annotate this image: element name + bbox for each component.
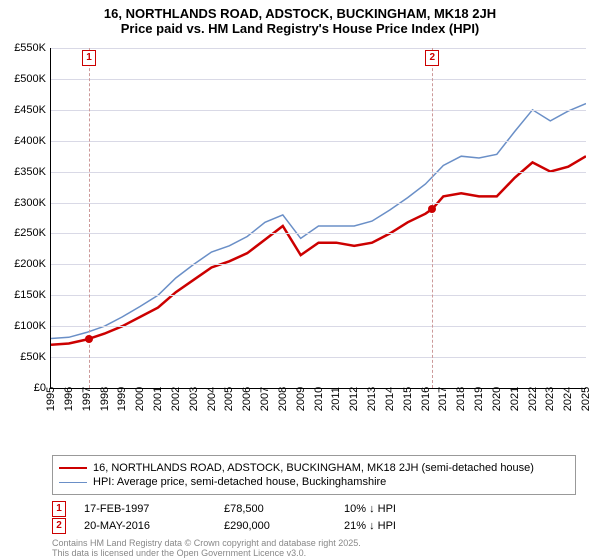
annotation-diff: 10% ↓ HPI xyxy=(344,503,444,515)
series-hpi xyxy=(51,104,586,339)
x-tick-label: 2020 xyxy=(491,387,503,411)
legend-swatch xyxy=(59,482,87,483)
legend-swatch xyxy=(59,467,87,469)
sale-marker-dot xyxy=(85,335,93,343)
x-tick-label: 2023 xyxy=(544,387,556,411)
x-tick-label: 2004 xyxy=(206,387,218,411)
y-tick-label: £300K xyxy=(14,197,46,209)
x-tick-label: 1999 xyxy=(116,387,128,411)
legend-text: 16, NORTHLANDS ROAD, ADSTOCK, BUCKINGHAM… xyxy=(93,462,534,474)
annotation-table: 1 17-FEB-1997£78,50010% ↓ HPI 2 20-MAY-2016… xyxy=(52,500,444,535)
legend-text: HPI: Average price, semi-detached house,… xyxy=(93,476,386,488)
x-tick-label: 2022 xyxy=(527,387,539,411)
annotation-price: £78,500 xyxy=(224,503,344,515)
x-tick-label: 2001 xyxy=(152,387,164,411)
series-price_paid xyxy=(51,156,586,345)
sale-marker-line xyxy=(432,48,433,388)
x-tick-label: 2014 xyxy=(384,387,396,411)
annotation-marker: 1 xyxy=(52,501,66,517)
gridline xyxy=(51,233,586,234)
x-tick-label: 2015 xyxy=(402,387,414,411)
x-tick-label: 2018 xyxy=(455,387,467,411)
legend: 16, NORTHLANDS ROAD, ADSTOCK, BUCKINGHAM… xyxy=(52,455,576,495)
x-tick-label: 2011 xyxy=(330,387,342,411)
gridline xyxy=(51,203,586,204)
title-line2: Price paid vs. HM Land Registry's House … xyxy=(0,21,600,36)
y-tick-label: £100K xyxy=(14,320,46,332)
y-tick-label: £550K xyxy=(14,42,46,54)
gridline xyxy=(51,79,586,80)
x-tick-label: 2017 xyxy=(437,387,449,411)
x-tick-label: 2005 xyxy=(223,387,235,411)
x-tick-label: 2019 xyxy=(473,387,485,411)
x-tick-label: 2024 xyxy=(562,387,574,411)
x-tick-label: 1996 xyxy=(63,387,75,411)
gridline xyxy=(51,110,586,111)
gridline xyxy=(51,295,586,296)
x-tick-label: 2007 xyxy=(259,387,271,411)
gridline xyxy=(51,326,586,327)
x-tick-label: 2008 xyxy=(277,387,289,411)
x-tick-label: 1995 xyxy=(45,387,57,411)
x-tick-label: 2025 xyxy=(580,387,592,411)
sale-marker-dot xyxy=(428,205,436,213)
chart-container: 16, NORTHLANDS ROAD, ADSTOCK, BUCKINGHAM… xyxy=(0,0,600,560)
y-tick-label: £50K xyxy=(20,351,46,363)
annotation-diff: 21% ↓ HPI xyxy=(344,520,444,532)
annotation-row: 1 17-FEB-1997£78,50010% ↓ HPI xyxy=(52,501,444,517)
legend-item: 16, NORTHLANDS ROAD, ADSTOCK, BUCKINGHAM… xyxy=(59,462,569,474)
legend-item: HPI: Average price, semi-detached house,… xyxy=(59,476,569,488)
y-tick-label: £250K xyxy=(14,227,46,239)
annotation-date: 20-MAY-2016 xyxy=(84,520,224,532)
y-tick-label: £400K xyxy=(14,135,46,147)
title-block: 16, NORTHLANDS ROAD, ADSTOCK, BUCKINGHAM… xyxy=(0,0,600,36)
y-tick-label: £450K xyxy=(14,104,46,116)
x-tick-label: 2021 xyxy=(509,387,521,411)
x-tick-label: 2002 xyxy=(170,387,182,411)
line-layer xyxy=(51,48,586,388)
x-tick-label: 2012 xyxy=(348,387,360,411)
x-tick-label: 2000 xyxy=(134,387,146,411)
x-tick-label: 1997 xyxy=(81,387,93,411)
copyright-line2: This data is licensed under the Open Gov… xyxy=(52,548,361,558)
plot: £0£50K£100K£150K£200K£250K£300K£350K£400… xyxy=(50,48,586,389)
sale-marker-label: 1 xyxy=(82,50,96,66)
gridline xyxy=(51,264,586,265)
annotation-row: 2 20-MAY-2016£290,00021% ↓ HPI xyxy=(52,518,444,534)
x-tick-label: 2010 xyxy=(313,387,325,411)
x-tick-label: 1998 xyxy=(99,387,111,411)
gridline xyxy=(51,141,586,142)
annotation-price: £290,000 xyxy=(224,520,344,532)
copyright-line1: Contains HM Land Registry data © Crown c… xyxy=(52,538,361,548)
x-tick-label: 2013 xyxy=(366,387,378,411)
title-line1: 16, NORTHLANDS ROAD, ADSTOCK, BUCKINGHAM… xyxy=(0,6,600,21)
gridline xyxy=(51,48,586,49)
x-tick-label: 2009 xyxy=(295,387,307,411)
gridline xyxy=(51,172,586,173)
gridline xyxy=(51,357,586,358)
y-tick-label: £500K xyxy=(14,73,46,85)
annotation-marker: 2 xyxy=(52,518,66,534)
y-tick-label: £150K xyxy=(14,289,46,301)
x-tick-label: 2016 xyxy=(420,387,432,411)
chart-area: £0£50K£100K£150K£200K£250K£300K£350K£400… xyxy=(50,48,585,418)
y-tick-label: £350K xyxy=(14,166,46,178)
annotation-date: 17-FEB-1997 xyxy=(84,503,224,515)
sale-marker-label: 2 xyxy=(425,50,439,66)
x-tick-label: 2006 xyxy=(241,387,253,411)
copyright: Contains HM Land Registry data © Crown c… xyxy=(52,538,361,559)
x-tick-label: 2003 xyxy=(188,387,200,411)
y-tick-label: £200K xyxy=(14,258,46,270)
